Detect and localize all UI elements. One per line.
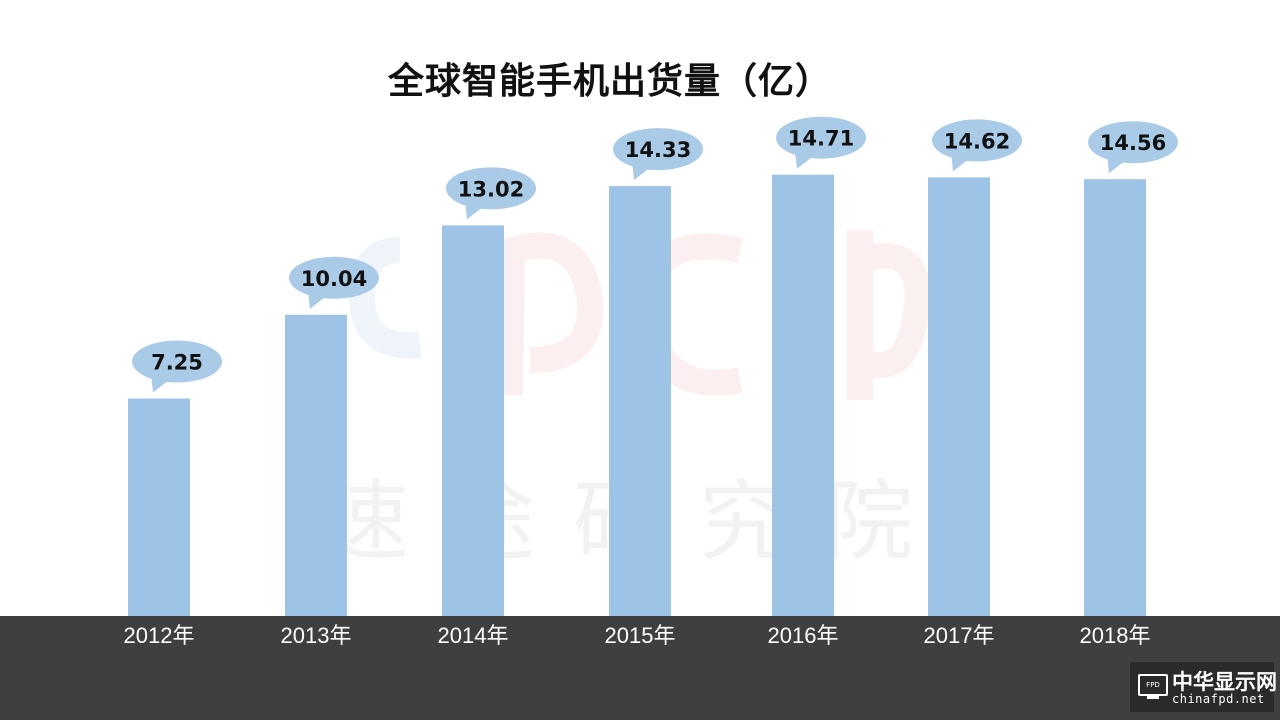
data-label-bubble: 14.71 [776, 116, 866, 169]
data-label: 10.04 [301, 267, 367, 291]
x-tick-label: 2016年 [768, 623, 839, 648]
label-bubble-tail [1107, 154, 1127, 174]
bar-2018年 [1084, 179, 1146, 616]
data-label: 14.62 [944, 129, 1010, 153]
x-axis-tick-labels: 2012年 2013年 2014年 2015年 2016年 2017年 2018年 [124, 623, 1151, 648]
label-bubble-tail [465, 200, 485, 220]
bar-2015年 [609, 186, 671, 616]
bar-2014年 [442, 225, 504, 616]
axis-band [0, 616, 1280, 720]
data-label-series: 7.25 10.04 13.02 14.33 14.71 14.62 14.56 [132, 116, 1178, 393]
label-bubble-tail [151, 373, 171, 393]
x-tick-label: 2018年 [1080, 623, 1151, 648]
bar-2016年 [772, 174, 834, 616]
data-label-bubble: 14.62 [932, 119, 1022, 172]
label-bubble-shape [1088, 121, 1178, 164]
logo-url: chinafpd.net [1172, 692, 1265, 706]
monitor-icon: FPD [1138, 674, 1168, 696]
label-bubble-tail [632, 161, 652, 181]
label-bubble-shape [289, 256, 379, 299]
data-label: 14.71 [788, 127, 854, 151]
label-bubble-shape [776, 116, 866, 159]
data-label-bubble: 14.56 [1088, 121, 1178, 174]
logo-name: 中华显示网 [1172, 670, 1277, 694]
bar-2012年 [128, 398, 190, 616]
site-logo: FPD 中华显示网 chinafpd.net [1130, 662, 1277, 712]
x-tick-label: 2017年 [924, 623, 995, 648]
data-label: 14.56 [1100, 131, 1166, 155]
bar-2017年 [928, 177, 990, 616]
chart-title: 全球智能手机出货量（亿） [387, 61, 832, 102]
x-tick-label: 2015年 [605, 623, 676, 648]
x-tick-label: 2014年 [438, 623, 509, 648]
watermark-logo-mark [847, 230, 931, 400]
data-label-bubble: 13.02 [446, 167, 536, 220]
data-label-bubble: 7.25 [132, 340, 222, 393]
watermark-logo-mark [497, 232, 604, 396]
label-bubble-tail [308, 289, 328, 309]
bar-series [128, 174, 1146, 616]
data-label-bubble: 14.33 [613, 128, 703, 181]
data-label: 7.25 [151, 351, 203, 375]
x-tick-label: 2013年 [281, 623, 352, 648]
bar-2013年 [285, 314, 347, 616]
monitor-stand-icon [1147, 696, 1159, 699]
data-label-bubble: 10.04 [289, 256, 379, 309]
watermark-logo-mark [348, 237, 422, 359]
label-bubble-shape [132, 340, 222, 383]
label-bubble-tail [795, 149, 815, 169]
data-label: 14.33 [625, 138, 691, 162]
x-tick-label: 2012年 [124, 623, 195, 648]
data-label: 13.02 [458, 177, 524, 201]
label-bubble-shape [932, 119, 1022, 162]
label-bubble-tail [951, 152, 971, 172]
label-bubble-shape [613, 128, 703, 171]
label-bubble-shape [446, 167, 536, 210]
